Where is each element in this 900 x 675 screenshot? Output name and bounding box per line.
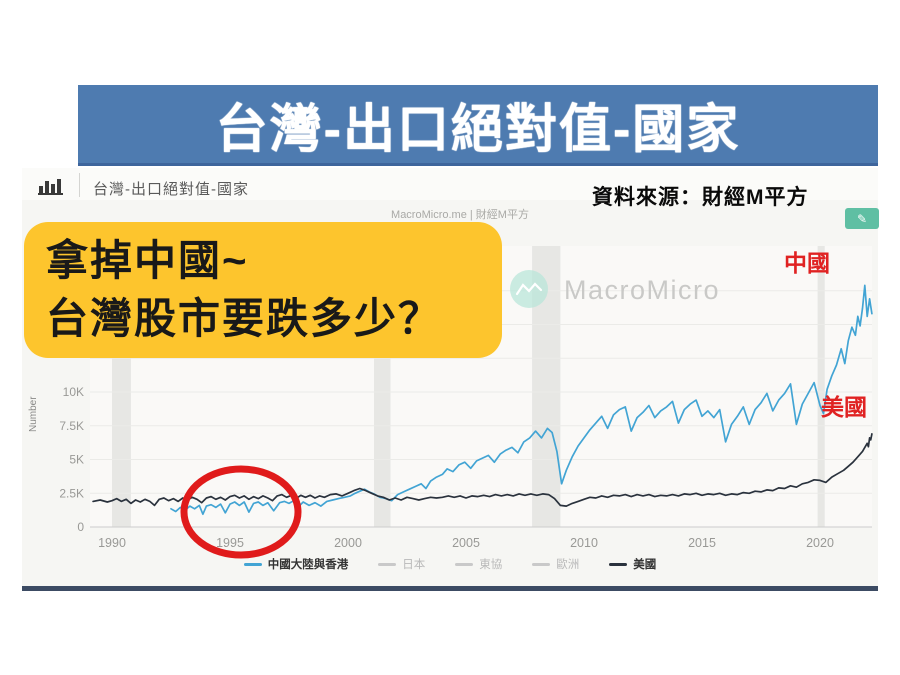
watermark-url-text: MacroMicro.me | 財經M平方 — [391, 209, 529, 221]
bar-chart-icon[interactable] — [38, 176, 64, 196]
title-banner: 台灣-出口絕對值-國家 — [78, 85, 878, 166]
legend-dash-china-hk — [243, 562, 262, 566]
legend-item-asean[interactable]: 東協 — [455, 556, 502, 572]
legend-dash-usa — [609, 562, 628, 566]
y-axis-label: Number — [28, 396, 39, 432]
series-line-china-hk — [170, 284, 873, 516]
legend-dash-europe — [532, 562, 551, 566]
legend-label-asean: 東協 — [479, 559, 503, 571]
macromicro-logo-icon — [510, 270, 548, 308]
x-axis-tick: 2000 — [334, 536, 362, 550]
chart-legend: 中國大陸與香港 日本 東協 歐洲 美國 — [22, 556, 878, 572]
annotation-box: 拿掉中國~ 台灣股市要跌多少？ — [24, 222, 502, 358]
x-axis-tick: 2020 — [806, 536, 834, 550]
y-axis-tick: 2.5K — [59, 486, 84, 500]
legend-item-china-hk[interactable]: 中國大陸與香港 — [243, 556, 349, 572]
macromicro-watermark-text: MacroMicro — [564, 275, 720, 305]
legend-label-china-hk: 中國大陸與香港 — [267, 559, 349, 571]
chart-title-text: 台灣-出口絕對值-國家 — [93, 181, 249, 198]
legend-dash-asean — [455, 562, 474, 566]
y-axis-tick: 5K — [69, 453, 84, 467]
pencil-icon: ✎ — [856, 211, 868, 226]
legend-dash-japan — [378, 562, 397, 566]
legend-label-japan: 日本 — [402, 559, 426, 571]
y-axis-tick: 0 — [77, 520, 84, 534]
x-axis-tick: 1995 — [216, 536, 244, 550]
x-axis-tick: 2015 — [688, 536, 716, 550]
legend-label-usa: 美國 — [633, 559, 657, 571]
x-axis-tick: 2010 — [570, 536, 598, 550]
annotation-line-1: 拿掉中國~ — [46, 237, 249, 284]
y-axis-tick: 7.5K — [59, 419, 84, 433]
legend-item-europe[interactable]: 歐洲 — [532, 556, 579, 572]
chart-panel-header — [22, 168, 878, 200]
slide-bottom-bar — [22, 586, 878, 591]
china-series-label: 中國 — [784, 250, 830, 276]
x-axis-tick: 2005 — [452, 536, 480, 550]
usa-series-label: 美國 — [821, 394, 867, 420]
page-title: 台灣-出口絕對值-國家 — [215, 100, 741, 159]
legend-label-europe: 歐洲 — [556, 559, 580, 571]
annotation-line-2: 台灣股市要跌多少？ — [46, 295, 443, 342]
series-line-usa — [92, 433, 873, 507]
legend-item-usa[interactable]: 美國 — [609, 556, 656, 572]
legend-item-japan[interactable]: 日本 — [378, 556, 425, 572]
red-circle-annotation — [180, 465, 302, 559]
y-axis-tick: 10K — [63, 385, 84, 399]
macromicro-logo-wave — [515, 282, 543, 296]
header-divider — [79, 173, 80, 197]
data-source-caption: 資料來源：財經M平方 — [592, 186, 809, 209]
x-axis-tick: 1990 — [98, 536, 126, 550]
recession-band — [817, 246, 825, 527]
edit-button[interactable]: ✎ — [845, 208, 879, 229]
